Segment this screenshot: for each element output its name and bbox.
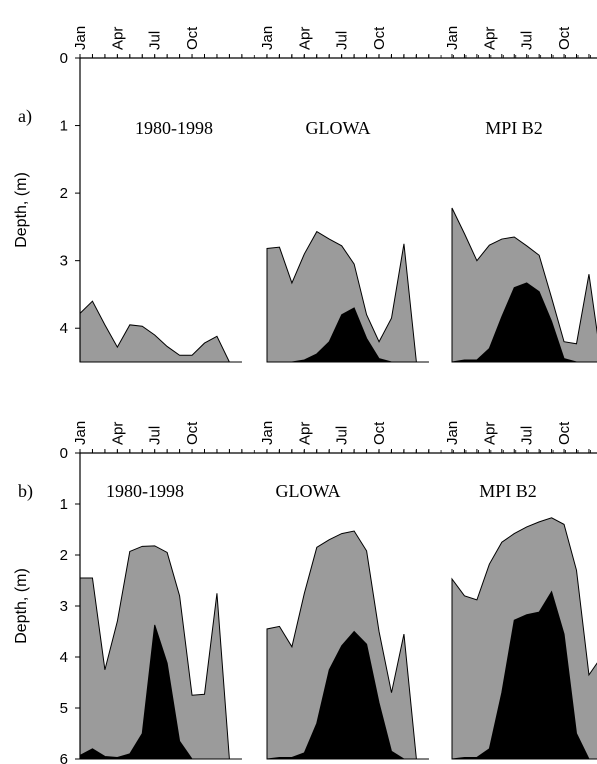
x-tick-label-apr: Apr xyxy=(481,27,498,50)
y-tick-label: 0 xyxy=(60,50,68,67)
x-tick-label-oct: Oct xyxy=(184,26,201,50)
x-tick-label-jul: Jul xyxy=(334,31,351,50)
x-tick-label-apr: Apr xyxy=(109,27,126,50)
scenario-label: MPI B2 xyxy=(485,118,543,138)
scenario-label: 1980-1998 xyxy=(135,118,213,138)
x-tick-label-jan: Jan xyxy=(72,421,89,445)
y-axis-title: Depth, (m) xyxy=(13,568,30,644)
area-1980-1998-gray xyxy=(79,300,242,363)
panel-label: a) xyxy=(18,106,32,127)
x-tick-label-apr: Apr xyxy=(481,422,498,445)
y-tick-label: 1 xyxy=(60,118,68,135)
area-glowa-black xyxy=(267,307,429,363)
y-tick-label: 2 xyxy=(60,547,68,564)
x-tick-label-oct: Oct xyxy=(184,421,201,445)
x-tick-label-oct: Oct xyxy=(371,26,388,50)
scenario-label: GLOWA xyxy=(306,118,371,138)
area-1980-1998-black xyxy=(79,624,242,760)
y-tick-label: 6 xyxy=(60,751,68,764)
x-tick-label-jan: Jan xyxy=(259,421,276,445)
x-tick-label-apr: Apr xyxy=(109,422,126,445)
x-tick-label-apr: Apr xyxy=(296,422,313,445)
x-tick-label-jul: Jul xyxy=(147,426,164,445)
x-tick-label-oct: Oct xyxy=(556,421,573,445)
x-tick-label-jan: Jan xyxy=(444,421,461,445)
area-glowa-black xyxy=(266,630,429,760)
scenario-label: 1980-1998 xyxy=(106,481,184,501)
x-tick-label-oct: Oct xyxy=(371,421,388,445)
x-tick-label-jan: Jan xyxy=(259,26,276,50)
x-tick-label-oct: Oct xyxy=(556,26,573,50)
y-tick-label: 5 xyxy=(60,700,68,717)
y-tick-label: 4 xyxy=(60,320,68,337)
x-tick-label-jul: Jul xyxy=(334,426,351,445)
panel-1: 0 1 2 3 4 5 6 Jan Apr Jul Oct Jan Apr Jul Oct Jan Apr Jul… xyxy=(13,421,597,764)
y-tick-label: 1 xyxy=(60,496,68,513)
y-tick-label: 4 xyxy=(60,649,68,666)
y-axis-title: Depth, (m) xyxy=(13,172,30,248)
x-tick-label-jul: Jul xyxy=(147,31,164,50)
area-mpi-b2-black xyxy=(451,590,597,760)
y-tick-label: 3 xyxy=(60,253,68,270)
x-tick-label-jul: Jul xyxy=(519,426,536,445)
scenario-label: GLOWA xyxy=(276,481,341,501)
area-glowa-gray xyxy=(266,230,429,363)
panel-label: b) xyxy=(18,481,33,502)
x-tick-label-apr: Apr xyxy=(296,27,313,50)
x-tick-label-jul: Jul xyxy=(519,31,536,50)
y-tick-label: 0 xyxy=(60,445,68,462)
scenario-label: MPI B2 xyxy=(479,481,537,501)
y-tick-label: 3 xyxy=(60,598,68,615)
x-tick-label-jan: Jan xyxy=(72,26,89,50)
x-tick-label-jan: Jan xyxy=(444,26,461,50)
y-tick-label: 2 xyxy=(60,185,68,202)
panel-0: 0 1 2 3 4 Jan Apr Jul Oct Jan Apr Jul Oct Jan Apr Jul Oc… xyxy=(13,26,597,363)
area-mpi-b2-black xyxy=(451,282,597,363)
